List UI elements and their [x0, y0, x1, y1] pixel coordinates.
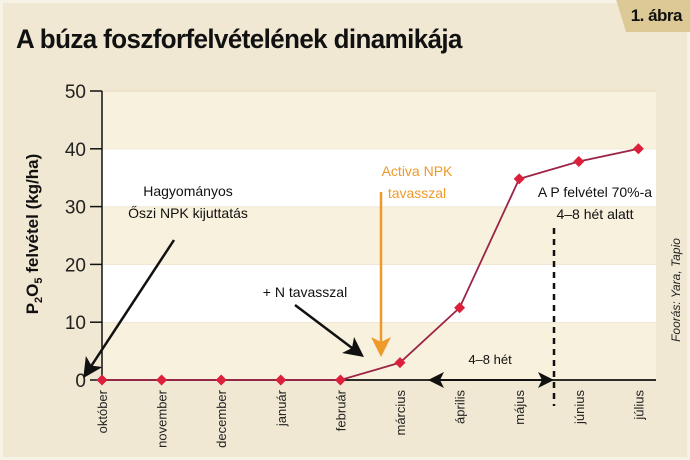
- x-tick-label: december: [214, 389, 229, 447]
- data-point-marker: [275, 374, 287, 386]
- arrow-n-spring: [294, 304, 364, 358]
- annotation-traditional: Őszi NPK kijuttatás: [128, 205, 248, 221]
- plot-band: [102, 322, 656, 380]
- figure-badge: [616, 0, 690, 32]
- x-tick-label: február: [333, 389, 348, 431]
- data-point-marker: [632, 143, 644, 155]
- chart-title: A búza foszforfelvételének dinamikája: [16, 24, 462, 54]
- annotation-activa: Activa NPK: [382, 163, 453, 179]
- figure-number: 1. ábra: [630, 6, 683, 25]
- y-tick-label: 50: [65, 82, 86, 103]
- plot-band: [102, 206, 656, 265]
- plot-band: [102, 91, 656, 149]
- data-point-marker: [573, 156, 585, 168]
- annotation-p70: A P felvétel 70%-a: [538, 184, 652, 200]
- x-tick-label: január: [274, 389, 289, 427]
- x-tick-label: április: [453, 390, 468, 424]
- x-tick-label: június: [572, 390, 587, 425]
- x-tick-label: március: [393, 390, 408, 436]
- data-point-marker: [454, 302, 466, 314]
- y-tick-label: 10: [65, 313, 86, 334]
- x-tick-label: november: [155, 389, 170, 447]
- y-tick-label: 30: [65, 198, 86, 219]
- data-point-marker: [156, 374, 168, 386]
- annotation-traditional: Hagyományos: [143, 183, 233, 199]
- data-point-marker: [215, 374, 227, 386]
- data-point-marker: [513, 173, 525, 185]
- data-line: [102, 147, 639, 381]
- arrow-traditional: [83, 239, 176, 379]
- y-tick-label: 0: [75, 371, 86, 392]
- data-point-marker: [334, 374, 346, 386]
- weeks-label: 4–8 hét: [468, 352, 512, 367]
- y-tick-label: 40: [65, 140, 86, 161]
- x-tick-label: október: [95, 389, 110, 433]
- annotation-activa: tavasszal: [388, 185, 446, 201]
- y-tick-label: 20: [65, 255, 86, 276]
- x-tick-label: május: [512, 390, 527, 425]
- annotation-n-spring: + N tavasszal: [263, 284, 347, 300]
- x-tick-label: július: [631, 390, 646, 421]
- plot-band: [102, 148, 656, 207]
- annotation-p70: 4–8 hét alatt: [556, 206, 633, 222]
- plot-band: [102, 264, 656, 323]
- data-point-marker: [394, 357, 406, 369]
